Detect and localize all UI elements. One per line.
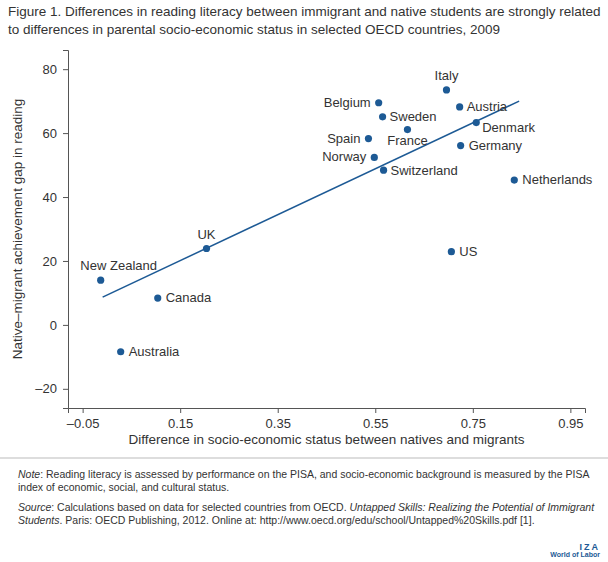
point-label: Italy (435, 68, 459, 83)
tick-label: 0.15 (168, 416, 193, 431)
tick-label: 0.35 (266, 416, 291, 431)
point-label: UK (197, 227, 215, 242)
point-label: Netherlands (522, 172, 593, 187)
trend-line (103, 101, 520, 297)
tick-mark (63, 133, 68, 134)
tick-label: –20 (35, 381, 57, 396)
source-text: . Paris: OECD Publishing, 2012. Online a… (59, 514, 534, 526)
point-label: New Zealand (80, 258, 157, 273)
point (473, 119, 480, 126)
logo-text: World of Labor (550, 551, 600, 559)
tick: 0 (50, 318, 68, 333)
tick-label: 0.95 (558, 416, 583, 431)
point (375, 99, 382, 106)
point-label: Australia (129, 344, 180, 359)
tick-mark (63, 325, 68, 326)
point-label: US (459, 244, 477, 259)
separator (0, 458, 608, 459)
point-label: Belgium (324, 95, 371, 110)
logo: IZAWorld of Labor (550, 543, 600, 559)
tick-label: 20 (43, 254, 57, 269)
point (379, 113, 386, 120)
tick: 60 (43, 126, 68, 141)
x-axis: –0.05 0.15 0.35 0.55 0.75 0.95 (67, 408, 586, 431)
point (457, 142, 464, 149)
point (456, 103, 463, 110)
tick-label: 0.55 (363, 416, 388, 431)
point-label: Spain (327, 131, 360, 146)
note-text: Note (18, 468, 40, 480)
point-label: Sweden (390, 109, 437, 124)
tick: –20 (35, 381, 68, 396)
point-label: Switzerland (391, 163, 458, 178)
tick-label: 0 (50, 318, 57, 333)
point (443, 86, 450, 93)
tick-label: 60 (43, 126, 57, 141)
tick: 0.95 (558, 408, 583, 431)
axis-line (63, 51, 69, 409)
point (511, 176, 518, 183)
tick-label: 80 (43, 62, 57, 77)
tick: 80 (43, 62, 68, 77)
tick: 0.15 (168, 408, 193, 431)
tick: 40 (43, 190, 68, 205)
point-label: Austria (467, 99, 508, 114)
point (365, 135, 372, 142)
point-label: Germany (469, 138, 523, 153)
tick-mark (278, 408, 279, 413)
tick-mark (473, 408, 474, 413)
chart: –0.05 0.15 0.35 0.55 0.75 0.95 –20 0 20 40 60 80 Dif… (0, 0, 608, 462)
tick: –0.05 (67, 408, 100, 431)
tick: 0.75 (461, 408, 486, 431)
tick-label: 40 (43, 190, 57, 205)
tick-mark (180, 408, 181, 413)
tick-mark (375, 408, 376, 413)
tick-label: –0.05 (67, 416, 100, 431)
source: Source: Calculations based on data for s… (18, 501, 598, 527)
point-label: Norway (322, 149, 367, 164)
point (117, 348, 124, 355)
note: Note: Reading literacy is assessed by pe… (18, 468, 598, 494)
tick-mark (63, 261, 68, 262)
tick-mark (83, 408, 84, 413)
point (371, 154, 378, 161)
plot-area (97, 86, 519, 355)
axis-line (69, 409, 586, 414)
point (154, 294, 161, 301)
point (97, 277, 104, 284)
tick-mark (63, 69, 68, 70)
point (203, 245, 210, 252)
point (448, 248, 455, 255)
tick-label: 0.75 (461, 416, 486, 431)
source-text: : Calculations based on data for selecte… (51, 501, 349, 513)
point (380, 167, 387, 174)
tick-mark (570, 408, 571, 413)
tick: 20 (43, 254, 68, 269)
point-labels: New Zealand Canada Australia UK Spain Belgium… (80, 68, 593, 359)
title: Figure 1. Differences in reading literac… (8, 3, 606, 39)
tick-mark (63, 197, 68, 198)
note-text: : Reading literacy is assessed by perfor… (18, 468, 589, 493)
y-axis: –20 0 20 40 60 80 (35, 51, 68, 409)
tick-mark (63, 389, 68, 390)
tick: 0.55 (363, 408, 388, 431)
x-axis-title: Difference in socio-economic status betw… (129, 432, 525, 447)
point-label: Canada (166, 290, 212, 305)
source-text: Source (18, 501, 51, 513)
y-axis-title: Native–migrant achievement gap in readin… (10, 99, 25, 359)
point-label: France (387, 133, 427, 148)
tick: 0.35 (266, 408, 291, 431)
point-label: Denmark (482, 120, 535, 135)
logo-text: IZA (550, 543, 600, 551)
